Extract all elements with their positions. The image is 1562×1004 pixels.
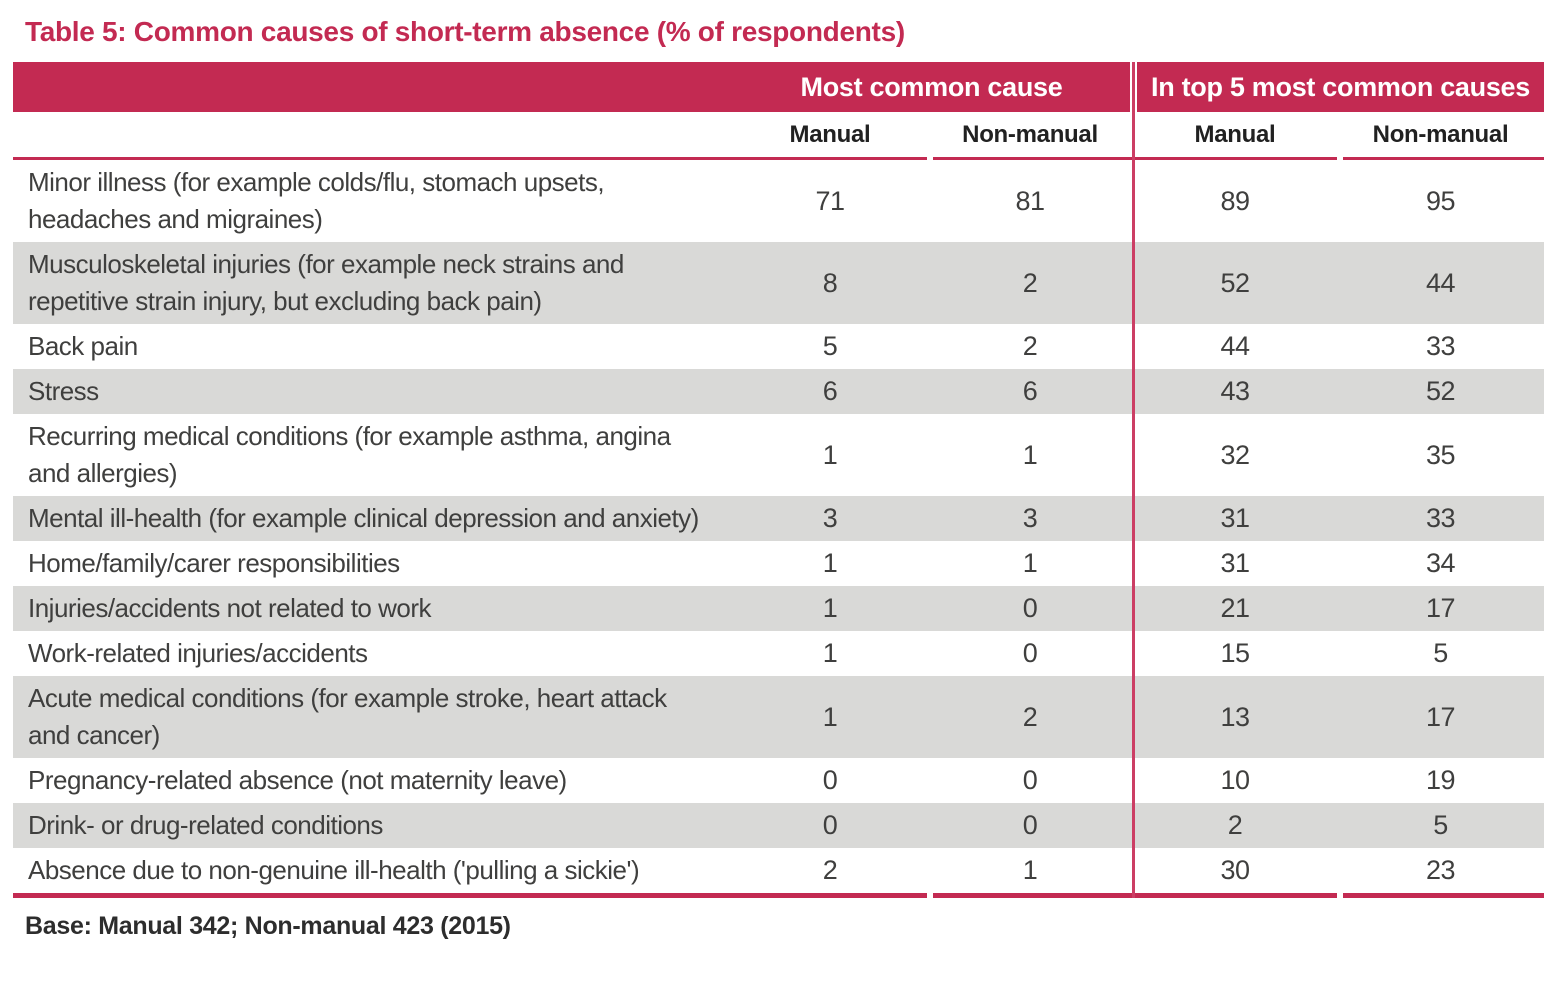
header-rule <box>13 157 1544 160</box>
value-cell: 33 <box>1425 503 1456 533</box>
value-cell: 13 <box>1220 701 1250 732</box>
table-row: Pregnancy-related absence (not maternity… <box>13 758 1544 803</box>
table-row: Mental ill-health (for example clinical … <box>13 496 1544 541</box>
table-title: Table 5: Common causes of short-term abs… <box>25 16 905 47</box>
value-cell: 52 <box>1220 267 1250 298</box>
cause-cell: Stress <box>28 376 99 406</box>
value-cell: 31 <box>1220 548 1250 578</box>
cause-cell: Absence due to non-genuine ill-health ('… <box>28 855 640 885</box>
value-cell: 2 <box>1022 331 1038 361</box>
value-cell: 3 <box>822 503 838 533</box>
value-cell: 44 <box>1220 331 1250 361</box>
table-row: Stress 6 6 43 52 <box>13 369 1544 414</box>
value-cell: 6 <box>822 376 838 406</box>
value-cell: 31 <box>1220 503 1250 533</box>
value-cell: 3 <box>1022 503 1038 533</box>
value-cell: 0 <box>1022 810 1038 840</box>
value-cell: 2 <box>822 855 838 885</box>
table-row: Work-related injuries/accidents 1 0 15 5 <box>13 631 1544 676</box>
value-cell: 30 <box>1220 855 1250 885</box>
value-cell: 5 <box>1433 638 1448 668</box>
cause-cell: Musculoskeletal injuries (for example ne… <box>28 249 624 316</box>
cause-cell: Home/family/carer responsibilities <box>28 548 400 578</box>
value-cell: 1 <box>822 548 838 578</box>
value-cell: 1 <box>1022 439 1038 470</box>
value-cell: 95 <box>1425 185 1456 216</box>
group-header-cell-top5: In top 5 most common causes <box>1137 62 1544 112</box>
cause-cell: Minor illness (for example colds/flu, st… <box>28 167 605 234</box>
value-cell: 71 <box>815 185 845 216</box>
base-note: Base: Manual 342; Non-manual 423 (2015) <box>25 912 511 940</box>
value-cell: 21 <box>1220 593 1250 623</box>
table-row: Home/family/carer responsibilities 1 1 31 34 <box>13 541 1544 586</box>
column-header-nonmanual-top5: Non-manual <box>1372 120 1509 148</box>
table-row: Drink- or drug-related conditions 0 0 2 5 <box>13 803 1544 848</box>
label-column-spacer <box>13 62 733 112</box>
value-cell: 17 <box>1425 593 1456 623</box>
column-header-row: Manual Non-manual Manual Non-manual <box>13 112 1544 157</box>
value-cell: 1 <box>822 638 838 668</box>
column-header-nonmanual-most-common: Non-manual <box>962 120 1098 148</box>
table-row: Acute medical conditions (for example st… <box>13 676 1544 758</box>
value-cell: 0 <box>1022 638 1038 668</box>
value-cell: 1 <box>822 701 838 732</box>
value-cell: 19 <box>1425 765 1456 795</box>
table-body: Minor illness (for example colds/flu, st… <box>13 160 1544 893</box>
value-cell: 33 <box>1425 331 1456 361</box>
value-cell: 81 <box>1015 185 1045 216</box>
cause-cell: Work-related injuries/accidents <box>28 638 368 668</box>
group-header-cell-most-common: Most common cause <box>13 62 1130 112</box>
value-cell: 0 <box>1022 765 1038 795</box>
value-cell: 8 <box>822 267 838 298</box>
value-cell: 32 <box>1220 439 1250 470</box>
value-cell: 1 <box>1022 855 1038 885</box>
table-row: Recurring medical conditions (for exampl… <box>13 414 1544 496</box>
value-cell: 2 <box>1022 267 1038 298</box>
cause-cell: Pregnancy-related absence (not maternity… <box>28 765 567 795</box>
value-cell: 23 <box>1425 855 1456 885</box>
value-cell: 5 <box>822 331 838 361</box>
value-cell: 10 <box>1220 765 1250 795</box>
cause-cell: Drink- or drug-related conditions <box>28 810 383 840</box>
value-cell: 89 <box>1220 185 1250 216</box>
group-divider-line <box>1132 62 1135 898</box>
bottom-rule <box>13 893 1544 898</box>
value-cell: 44 <box>1425 267 1456 298</box>
table-row: Absence due to non-genuine ill-health ('… <box>13 848 1544 893</box>
table-row: Back pain 5 2 44 33 <box>13 324 1544 369</box>
value-cell: 5 <box>1433 810 1448 840</box>
table-row: Minor illness (for example colds/flu, st… <box>13 160 1544 242</box>
value-cell: 35 <box>1425 439 1456 470</box>
cause-cell: Injuries/accidents not related to work <box>28 593 432 623</box>
cause-cell: Mental ill-health (for example clinical … <box>28 503 699 533</box>
table-row: Injuries/accidents not related to work 1 0… <box>13 586 1544 631</box>
value-cell: 6 <box>1022 376 1038 406</box>
value-cell: 34 <box>1425 548 1456 578</box>
value-cell: 2 <box>1227 810 1243 840</box>
table-row: Musculoskeletal injuries (for example ne… <box>13 242 1544 324</box>
value-cell: 0 <box>1022 593 1038 623</box>
value-cell: 52 <box>1425 376 1456 406</box>
cause-cell: Acute medical conditions (for example st… <box>28 683 667 750</box>
group-header-most-common-cause: Most common cause <box>800 71 1063 102</box>
value-cell: 0 <box>822 810 838 840</box>
column-header-manual-top5: Manual <box>1194 120 1276 148</box>
value-cell: 1 <box>822 593 838 623</box>
absence-table: Most common cause In top 5 most common c… <box>13 62 1544 898</box>
value-cell: 17 <box>1425 701 1456 732</box>
table-header-bar: Most common cause In top 5 most common c… <box>13 62 1544 112</box>
value-cell: 2 <box>1022 701 1038 732</box>
value-cell: 1 <box>1022 548 1038 578</box>
value-cell: 15 <box>1220 638 1250 668</box>
cause-cell: Back pain <box>28 331 138 361</box>
group-header-top5-causes: In top 5 most common causes <box>1151 71 1530 102</box>
value-cell: 43 <box>1220 376 1250 406</box>
value-cell: 0 <box>822 765 838 795</box>
column-header-manual-most-common: Manual <box>789 120 871 148</box>
value-cell: 1 <box>822 439 838 470</box>
cause-cell: Recurring medical conditions (for exampl… <box>28 421 671 488</box>
